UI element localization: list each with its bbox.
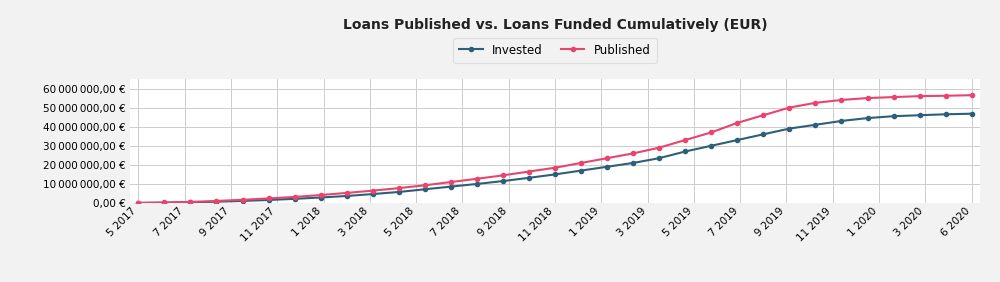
Published	[627, 152, 639, 155]
Invested	[158, 201, 170, 204]
Published	[289, 195, 301, 199]
Invested	[783, 127, 795, 130]
Invested	[367, 192, 379, 196]
Invested	[575, 169, 587, 172]
Published	[888, 95, 900, 99]
Published	[679, 138, 691, 142]
Invested	[263, 198, 275, 202]
Invested	[862, 116, 874, 120]
Invested	[835, 119, 847, 123]
Invested	[497, 179, 509, 183]
Invested	[940, 113, 952, 116]
Published	[263, 197, 275, 200]
Line: Published: Published	[136, 93, 974, 205]
Published	[731, 121, 743, 125]
Published	[705, 131, 717, 134]
Published	[575, 161, 587, 165]
Published	[341, 191, 353, 195]
Title: Loans Published vs. Loans Funded Cumulatively (EUR): Loans Published vs. Loans Funded Cumulat…	[343, 18, 767, 32]
Published	[419, 184, 431, 187]
Invested	[627, 161, 639, 165]
Invested	[549, 173, 561, 176]
Invested	[731, 138, 743, 142]
Invested	[289, 197, 301, 201]
Invested	[966, 112, 978, 115]
Invested	[445, 185, 457, 188]
Invested	[210, 200, 222, 203]
Published	[236, 198, 248, 201]
Published	[184, 200, 196, 204]
Published	[862, 96, 874, 100]
Published	[210, 199, 222, 203]
Published	[940, 94, 952, 98]
Published	[783, 106, 795, 109]
Invested	[132, 201, 144, 205]
Published	[393, 186, 405, 190]
Invested	[393, 190, 405, 194]
Invested	[341, 194, 353, 198]
Invested	[601, 165, 613, 168]
Invested	[184, 201, 196, 204]
Published	[549, 166, 561, 169]
Published	[653, 146, 665, 149]
Invested	[471, 182, 483, 186]
Published	[966, 94, 978, 97]
Published	[158, 201, 170, 204]
Published	[497, 174, 509, 177]
Invested	[523, 176, 535, 180]
Published	[835, 98, 847, 102]
Published	[523, 170, 535, 173]
Invested	[757, 133, 769, 136]
Published	[445, 180, 457, 184]
Published	[809, 101, 821, 105]
Published	[601, 157, 613, 160]
Invested	[888, 114, 900, 118]
Published	[132, 201, 144, 204]
Legend: Invested, Published: Invested, Published	[453, 38, 657, 63]
Published	[315, 193, 327, 197]
Invested	[914, 114, 926, 117]
Invested	[419, 188, 431, 191]
Invested	[705, 144, 717, 147]
Invested	[809, 123, 821, 126]
Published	[757, 114, 769, 117]
Invested	[679, 150, 691, 153]
Published	[914, 94, 926, 98]
Invested	[315, 196, 327, 199]
Published	[367, 189, 379, 192]
Invested	[236, 199, 248, 203]
Line: Invested: Invested	[136, 112, 974, 205]
Invested	[653, 157, 665, 160]
Published	[471, 177, 483, 180]
